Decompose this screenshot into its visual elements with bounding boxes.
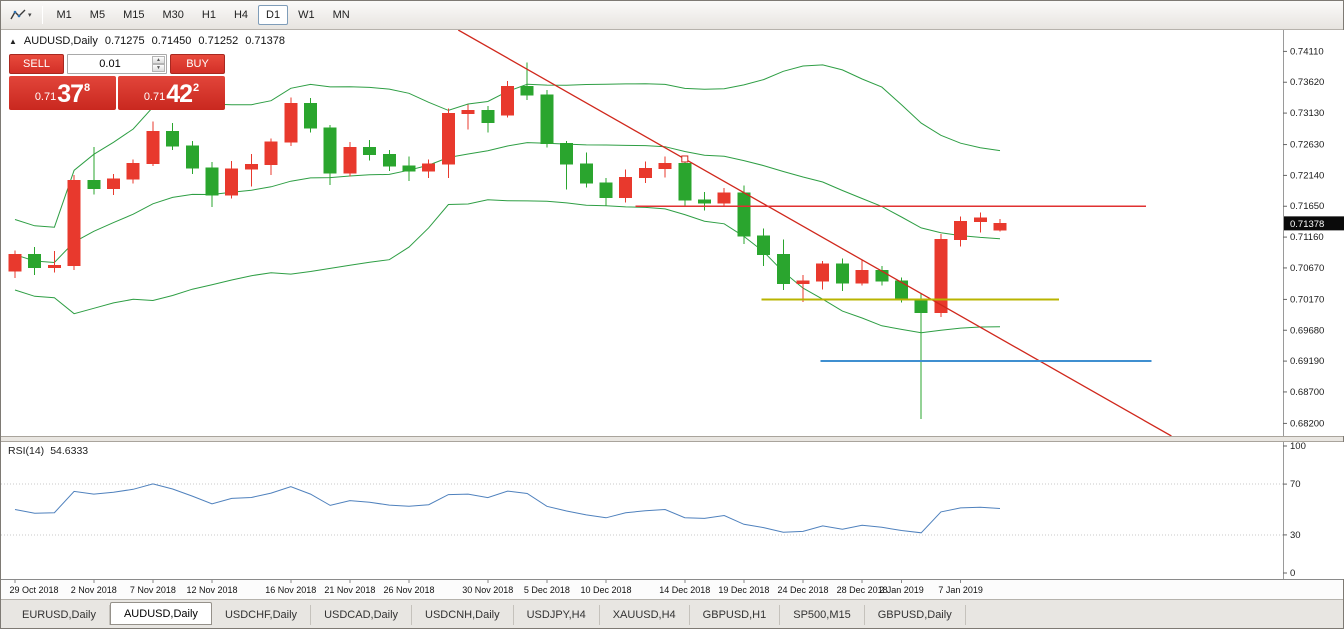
timeframe-m30[interactable]: M30	[154, 5, 191, 25]
svg-text:21 Nov 2018: 21 Nov 2018	[324, 585, 375, 595]
close-value: 0.71378	[245, 35, 285, 47]
svg-text:0.74110: 0.74110	[1290, 46, 1324, 57]
svg-text:7 Nov 2018: 7 Nov 2018	[130, 585, 176, 595]
chart-header: ▲ AUDUSD,Daily 0.71275 0.71450 0.71252 0…	[9, 35, 285, 47]
svg-text:0: 0	[1290, 568, 1295, 579]
buy-price-display[interactable]: 0.71 42 2	[118, 76, 225, 110]
one-click-trade-panel: SELL ▲ ▼ BUY 0.71 37 8 0.71	[9, 54, 225, 110]
rsi-label: RSI(14) 54.6333	[8, 445, 88, 457]
volume-increase-button[interactable]: ▲	[152, 56, 165, 64]
sell-price-prefix: 0.71	[34, 91, 57, 103]
svg-text:0.72630: 0.72630	[1290, 140, 1324, 151]
tab-eurusd-daily[interactable]: EURUSD,Daily	[9, 605, 110, 625]
tab-xauusd-h4[interactable]: XAUUSD,H4	[600, 605, 690, 625]
svg-text:26 Nov 2018: 26 Nov 2018	[383, 585, 434, 595]
buy-button[interactable]: BUY	[170, 54, 225, 74]
tab-gbpusd-daily[interactable]: GBPUSD,Daily	[865, 605, 966, 625]
sell-price-display[interactable]: 0.71 37 8	[9, 76, 116, 110]
price-chart-canvas[interactable]: 0.74110 0.73620 0.73130 0.72630 0.72140 0.716…	[1, 30, 1344, 436]
timeframe-h4[interactable]: H4	[226, 5, 256, 25]
svg-text:70: 70	[1290, 479, 1301, 490]
buy-price-pipette: 2	[193, 82, 200, 94]
caret-down-icon: ▾	[28, 12, 32, 19]
toolbar-separator	[41, 6, 43, 24]
timeframe-h1[interactable]: H1	[194, 5, 224, 25]
tab-usdchf-daily[interactable]: USDCHF,Daily	[212, 605, 312, 625]
svg-text:0.68700: 0.68700	[1290, 387, 1324, 398]
volume-box: ▲ ▼	[67, 54, 167, 74]
svg-text:0.71650: 0.71650	[1290, 201, 1324, 212]
svg-text:16 Nov 2018: 16 Nov 2018	[265, 585, 316, 595]
volume-decrease-button[interactable]: ▼	[152, 64, 165, 72]
chart-marker-icon: ▲	[9, 36, 17, 46]
svg-text:0.68200: 0.68200	[1290, 418, 1324, 429]
sell-price-pipette: 8	[84, 82, 91, 94]
rsi-panel[interactable]: 100 70 30 0 RSI(14) 54.6333	[1, 442, 1344, 579]
svg-text:2 Jan 2019: 2 Jan 2019	[879, 585, 924, 595]
rsi-value: 54.6333	[50, 445, 89, 457]
timeframe-d1[interactable]: D1	[258, 5, 289, 25]
svg-text:2 Nov 2018: 2 Nov 2018	[71, 585, 117, 595]
timeframe-mn[interactable]: MN	[325, 5, 358, 25]
time-axis-canvas[interactable]: 29 Oct 2018 2 Nov 2018 7 Nov 2018 12 Nov 20…	[1, 580, 1344, 599]
tab-usdcnh-daily[interactable]: USDCNH,Daily	[412, 605, 514, 625]
chart-tabs-bar: EURUSD,Daily AUDUSD,Daily USDCHF,Daily USDC…	[1, 599, 1343, 628]
buy-price-prefix: 0.71	[143, 91, 166, 103]
timeframe-m15[interactable]: M15	[115, 5, 152, 25]
volume-spinner: ▲ ▼	[152, 56, 165, 72]
rsi-canvas[interactable]: 100 70 30 0	[1, 442, 1344, 579]
symbol-label: AUDUSD,Daily	[23, 35, 98, 47]
rsi-name: RSI(14)	[8, 445, 45, 457]
toolbar: ▾ M1 M5 M15 M30 H1 H4 D1 W1 MN	[1, 1, 1343, 30]
svg-text:30 Nov 2018: 30 Nov 2018	[462, 585, 513, 595]
svg-text:30: 30	[1290, 530, 1301, 541]
open-value: 0.71275	[104, 35, 145, 47]
tab-gbpusd-h1[interactable]: GBPUSD,H1	[690, 605, 781, 625]
svg-text:7 Jan 2019: 7 Jan 2019	[938, 585, 983, 595]
tab-audusd-daily[interactable]: AUDUSD,Daily	[109, 602, 212, 625]
price-chart-panel[interactable]: 0.74110 0.73620 0.73130 0.72630 0.72140 0.716…	[1, 30, 1344, 436]
svg-text:19 Dec 2018: 19 Dec 2018	[718, 585, 769, 595]
svg-text:28 Dec 2018: 28 Dec 2018	[837, 585, 888, 595]
svg-text:5 Dec 2018: 5 Dec 2018	[524, 585, 570, 595]
svg-text:0.73130: 0.73130	[1290, 108, 1324, 119]
svg-text:0.72140: 0.72140	[1290, 170, 1324, 181]
tab-usdjpy-h4[interactable]: USDJPY,H4	[514, 605, 600, 625]
timeframe-w1[interactable]: W1	[290, 5, 323, 25]
svg-text:29 Oct 2018: 29 Oct 2018	[9, 585, 58, 595]
svg-text:0.70670: 0.70670	[1290, 263, 1324, 274]
timeframe-group: M1 M5 M15 M30 H1 H4 D1 W1 MN	[48, 5, 359, 25]
volume-input[interactable]	[68, 55, 166, 73]
timeframe-m1[interactable]: M1	[49, 5, 80, 25]
sell-button[interactable]: SELL	[9, 54, 64, 74]
buy-price-big: 42	[166, 80, 193, 109]
svg-text:0.69680: 0.69680	[1290, 325, 1324, 336]
panel-splitter[interactable]	[1, 436, 1343, 442]
tab-sp500-m15[interactable]: SP500,M15	[780, 605, 865, 625]
low-value: 0.71252	[198, 35, 239, 47]
svg-text:24 Dec 2018: 24 Dec 2018	[777, 585, 828, 595]
sell-price-big: 37	[57, 80, 84, 109]
svg-text:0.71160: 0.71160	[1290, 232, 1324, 243]
svg-text:100: 100	[1290, 442, 1306, 452]
tab-usdcad-daily[interactable]: USDCAD,Daily	[311, 605, 413, 625]
time-axis[interactable]: 29 Oct 2018 2 Nov 2018 7 Nov 2018 12 Nov 20…	[1, 579, 1343, 599]
svg-text:0.71378: 0.71378	[1290, 219, 1324, 230]
high-value: 0.71450	[151, 35, 192, 47]
svg-text:0.69190: 0.69190	[1290, 356, 1324, 367]
svg-text:0.70170: 0.70170	[1290, 294, 1324, 305]
svg-text:0.73620: 0.73620	[1290, 77, 1324, 88]
timeframe-m5[interactable]: M5	[82, 5, 113, 25]
chart-style-button[interactable]: ▾	[5, 5, 37, 25]
svg-text:10 Dec 2018: 10 Dec 2018	[580, 585, 631, 595]
zigzag-line-icon	[10, 9, 26, 20]
svg-text:14 Dec 2018: 14 Dec 2018	[659, 585, 710, 595]
svg-text:12 Nov 2018: 12 Nov 2018	[186, 585, 237, 595]
